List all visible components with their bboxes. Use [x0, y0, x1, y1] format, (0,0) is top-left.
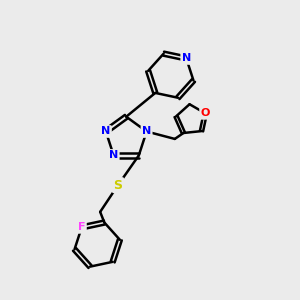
Text: F: F — [78, 222, 85, 233]
Text: N: N — [142, 127, 151, 136]
Text: N: N — [109, 150, 118, 161]
Text: O: O — [201, 108, 210, 118]
Text: N: N — [101, 127, 110, 136]
Text: S: S — [113, 178, 122, 192]
Text: N: N — [182, 53, 191, 64]
